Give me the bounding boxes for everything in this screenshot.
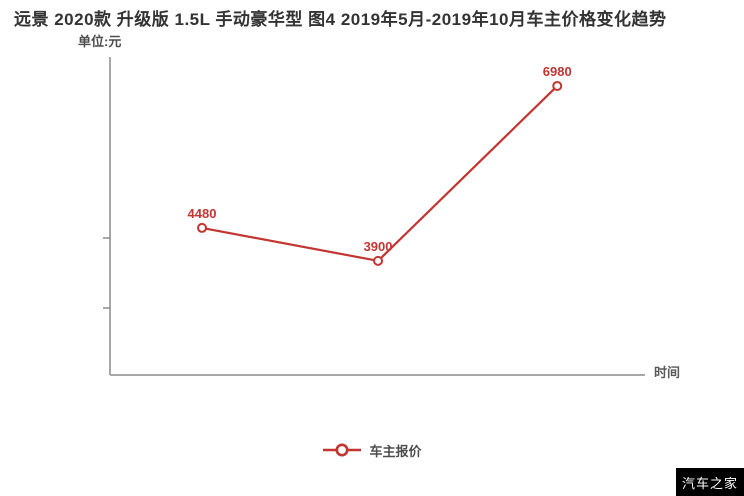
data-point-marker[interactable]: [552, 80, 563, 91]
legend-label: 车主报价: [369, 443, 422, 459]
series-line: [201, 85, 559, 263]
chart-title: 远景 2020款 升级版 1.5L 手动豪华型 图4 2019年5月-2019年…: [14, 10, 667, 29]
line-series: [197, 80, 563, 266]
legend-line-marker-icon: [323, 443, 362, 457]
axes: [103, 57, 645, 376]
x-axis-label: 时间: [654, 365, 681, 380]
data-point-marker[interactable]: [373, 255, 384, 266]
data-point-marker[interactable]: [197, 222, 208, 233]
data-point-label: 6980: [542, 63, 572, 79]
legend-item-series[interactable]: 车主报价: [0, 440, 744, 460]
watermark-autohome: 汽车之家: [676, 468, 744, 496]
y-axis-unit-label: 单位:元: [78, 34, 122, 49]
data-point-label: 4480: [187, 205, 217, 221]
data-point-label: 3900: [363, 238, 393, 254]
